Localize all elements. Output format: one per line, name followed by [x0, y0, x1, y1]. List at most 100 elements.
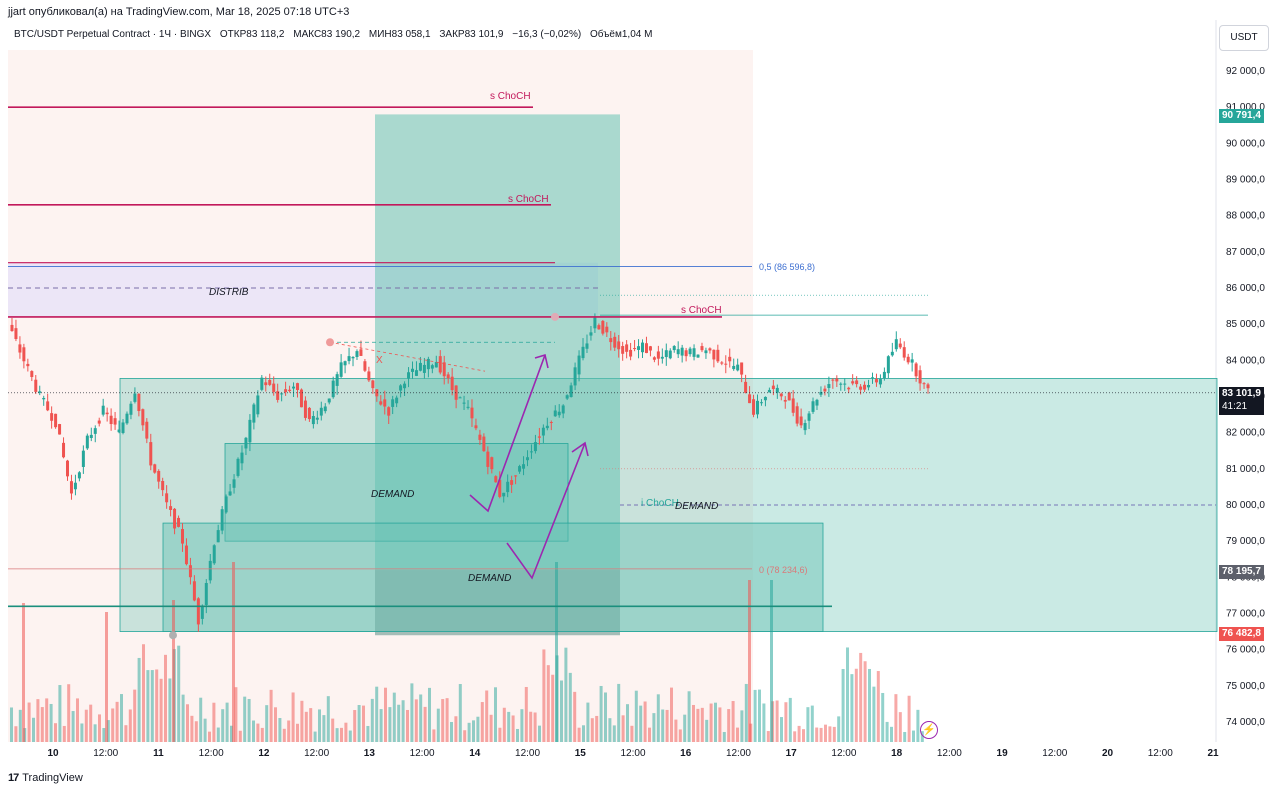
candle-body — [371, 380, 375, 389]
volume-bar — [67, 684, 71, 742]
volume-bar — [912, 730, 915, 742]
candle-body — [256, 395, 260, 415]
candle-body — [403, 383, 407, 389]
lightning-icon[interactable]: ⚡ — [920, 721, 938, 739]
volume-bar — [291, 692, 295, 742]
volume-bar — [348, 730, 352, 742]
volume-bar — [678, 729, 682, 742]
volume-bar — [634, 690, 638, 742]
candle-body — [898, 343, 902, 348]
volume-bar — [788, 697, 792, 742]
volume-bar — [546, 665, 550, 742]
x-tick-label: 14 — [469, 748, 481, 759]
candle-body — [874, 379, 878, 383]
volume-bar — [304, 711, 308, 742]
candle-body — [549, 422, 553, 424]
volume-bar — [370, 698, 374, 742]
volume-bar — [582, 725, 585, 742]
volume-bar — [410, 683, 414, 742]
volume-bar — [907, 695, 911, 742]
candle-body — [748, 394, 752, 404]
volume-bar — [199, 697, 203, 742]
volume-bar — [225, 702, 229, 742]
open-value: ОТКР83 118,2 — [219, 29, 285, 40]
candle-body — [779, 393, 783, 397]
volume-bar — [643, 701, 647, 742]
volume-bar — [375, 686, 379, 742]
candle-body — [601, 320, 605, 334]
x-tick-label: 10 — [47, 748, 59, 759]
volume-bar — [590, 718, 594, 742]
volume-bar — [485, 690, 489, 742]
volume-bar — [705, 719, 709, 742]
volume-bar — [538, 725, 541, 742]
x-tick-label: 18 — [891, 748, 903, 759]
candle-body — [629, 349, 633, 357]
candle-body — [280, 393, 284, 395]
volume-bar — [674, 719, 678, 742]
volume-bar — [766, 731, 770, 742]
x-tick-label: 12:00 — [831, 748, 856, 759]
volume-bar — [683, 714, 687, 742]
currency-button[interactable]: USDT — [1219, 25, 1269, 51]
volume-bar — [146, 670, 150, 742]
candle-body — [644, 343, 648, 354]
candle-body — [343, 361, 347, 366]
volume-bar — [586, 702, 590, 742]
candle-body — [882, 371, 886, 379]
x-diagonal-line — [329, 341, 486, 372]
candle-body — [89, 434, 93, 439]
volume-bar — [784, 702, 788, 742]
candle-body — [811, 401, 815, 412]
candle-body — [169, 506, 173, 510]
volume-bar — [234, 687, 238, 742]
volume-spike — [748, 580, 751, 742]
volume-bar — [458, 684, 462, 742]
candle-body — [847, 387, 851, 390]
annotation-label: s ChoCH — [508, 194, 549, 205]
candle-body — [355, 351, 359, 358]
price-tag-current: 83 101,9 41:21 — [1219, 387, 1264, 415]
y-tick-label: 82 000,0 — [1226, 428, 1265, 439]
candle-body — [656, 351, 660, 359]
candle-body — [775, 387, 779, 393]
pivot-marker — [326, 338, 334, 347]
volume-bar — [868, 668, 871, 742]
candle-body — [347, 356, 351, 362]
tradingview-brand[interactable]: 17 TradingView — [8, 772, 83, 784]
symbol-label[interactable]: BTC/USDT Perpetual Contract · 1Ч · BINGX — [14, 29, 212, 40]
candle-body — [204, 583, 208, 605]
candle-body — [105, 412, 109, 415]
volume-bar — [577, 727, 581, 742]
candle-body — [42, 397, 46, 400]
candle-body — [240, 452, 244, 464]
volume-bar — [388, 707, 392, 742]
x-tick-label: 16 — [680, 748, 692, 759]
candle-body — [625, 344, 629, 352]
candle-body — [315, 417, 319, 420]
x-tick-label: 13 — [364, 748, 376, 759]
candle-body — [557, 411, 561, 416]
candle-body — [783, 399, 787, 402]
candle-body — [236, 458, 240, 476]
volume-bar — [802, 729, 805, 742]
volume-bar — [898, 712, 902, 742]
candle-body — [379, 401, 383, 405]
candle-body — [537, 436, 541, 438]
volume-bar — [736, 727, 739, 742]
volume-bar — [216, 727, 220, 742]
candle-body — [141, 409, 145, 426]
volume-bar — [243, 696, 247, 742]
candle-body — [422, 364, 426, 373]
x-tick-label: 12:00 — [304, 748, 329, 759]
volume-bar — [318, 709, 321, 742]
candle-body — [232, 479, 236, 488]
candle-body — [157, 470, 161, 482]
volume-bar — [480, 702, 484, 742]
high-value: МАКС83 190,2 — [293, 29, 361, 40]
candle-body — [855, 380, 859, 385]
volume-bar — [230, 725, 233, 742]
fib-level-label: 0 (78 234,6) — [759, 565, 808, 575]
volume-bar — [617, 683, 621, 742]
